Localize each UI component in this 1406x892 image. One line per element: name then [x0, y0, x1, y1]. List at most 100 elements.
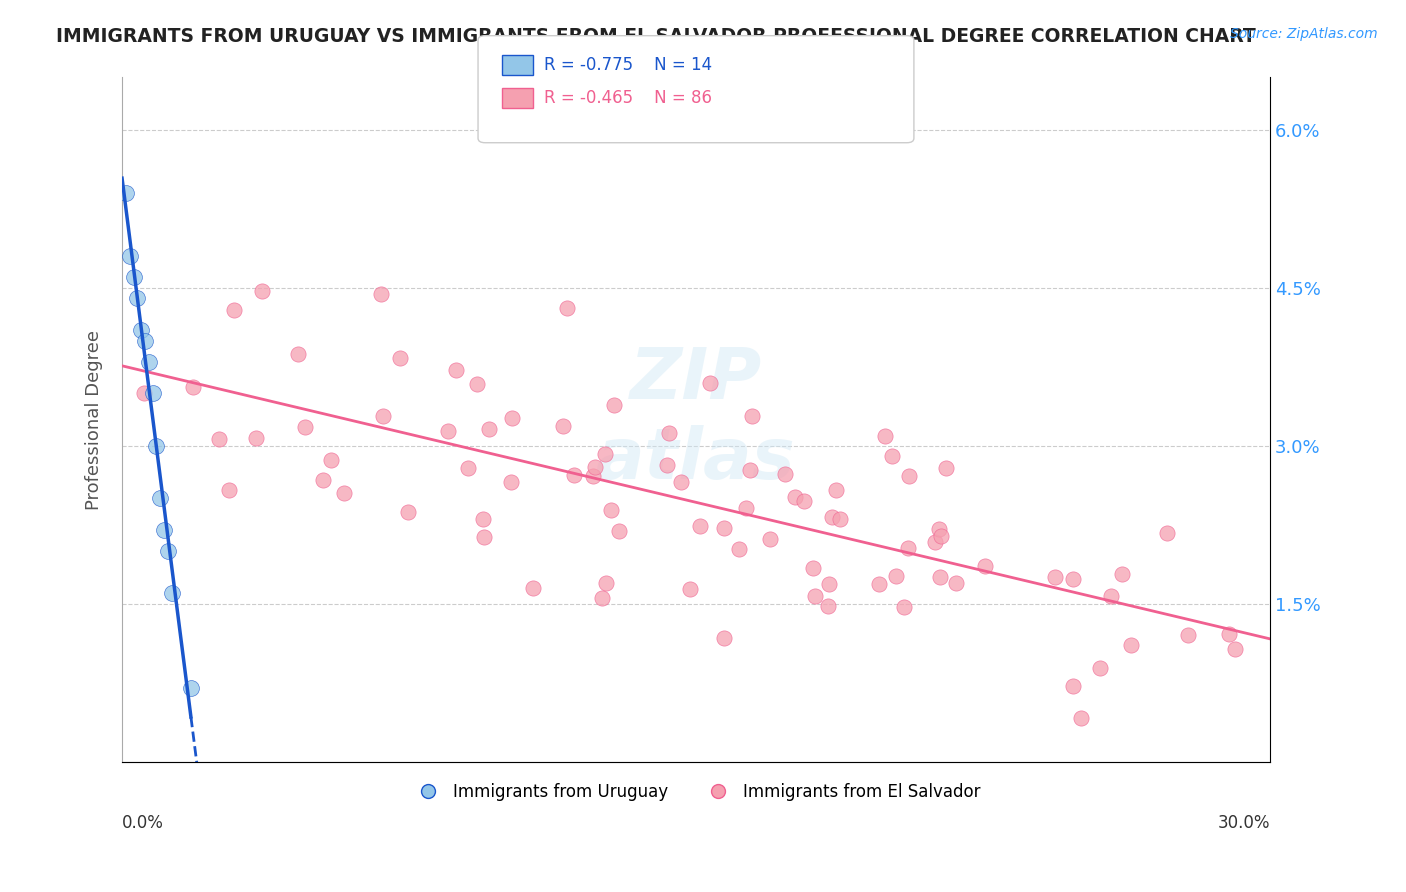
Point [655, 458, 678, 472]
Point [115, 186, 138, 201]
Point [501, 410, 523, 425]
Point [728, 542, 751, 557]
Point [893, 600, 915, 615]
Point [1090, 661, 1112, 675]
Point [142, 386, 165, 401]
Point [593, 447, 616, 461]
Y-axis label: Professional Degree: Professional Degree [86, 329, 103, 509]
Point [1062, 679, 1084, 693]
Point [713, 632, 735, 646]
Point [818, 577, 841, 591]
Point [553, 418, 575, 433]
Point [935, 461, 957, 475]
Point [122, 270, 145, 285]
Point [145, 439, 167, 453]
Point [882, 450, 904, 464]
Point [478, 421, 501, 435]
Point [1156, 526, 1178, 541]
Point [928, 570, 950, 584]
Point [250, 285, 273, 299]
Point [603, 398, 626, 412]
Text: IMMIGRANTS FROM URUGUAY VS IMMIGRANTS FROM EL SALVADOR PROFESSIONAL DEGREE CORRE: IMMIGRANTS FROM URUGUAY VS IMMIGRANTS FR… [56, 27, 1256, 45]
Point [897, 541, 920, 555]
Point [741, 409, 763, 423]
Point [824, 483, 846, 498]
Point [287, 347, 309, 361]
Point [1070, 711, 1092, 725]
Point [773, 467, 796, 482]
Point [1045, 569, 1067, 583]
Point [884, 568, 907, 582]
Point [793, 493, 815, 508]
Point [333, 486, 356, 500]
Text: Source: ZipAtlas.com: Source: ZipAtlas.com [1230, 27, 1378, 41]
Point [591, 591, 613, 605]
Point [118, 249, 141, 263]
Point [583, 460, 606, 475]
Point [1218, 627, 1240, 641]
Point [1119, 638, 1142, 652]
Point [658, 426, 681, 441]
Text: 0.0%: 0.0% [122, 814, 165, 832]
Point [371, 409, 394, 423]
Point [735, 501, 758, 516]
Point [868, 576, 890, 591]
Point [929, 528, 952, 542]
Point [134, 334, 156, 348]
Point [804, 589, 827, 603]
Point [522, 581, 544, 595]
Legend: Immigrants from Uruguay, Immigrants from El Salvador: Immigrants from Uruguay, Immigrants from… [405, 777, 987, 808]
Point [294, 419, 316, 434]
Point [599, 502, 621, 516]
Point [1111, 567, 1133, 582]
Point [132, 385, 155, 400]
Point [149, 491, 172, 506]
Point [501, 475, 523, 489]
Point [713, 521, 735, 535]
Point [679, 582, 702, 596]
Point [928, 522, 950, 536]
Text: ZIP
atlas: ZIP atlas [596, 345, 796, 494]
Point [457, 461, 479, 475]
Point [699, 376, 721, 391]
Point [245, 431, 267, 445]
Point [153, 523, 176, 537]
Point [160, 586, 183, 600]
Point [222, 302, 245, 317]
Point [924, 535, 946, 549]
Point [945, 576, 967, 591]
Point [783, 490, 806, 504]
Point [562, 467, 585, 482]
Point [396, 505, 419, 519]
Point [555, 301, 578, 315]
Point [129, 323, 152, 337]
Point [218, 483, 240, 497]
Point [671, 475, 693, 490]
Point [974, 559, 997, 574]
Point [312, 473, 335, 487]
Point [581, 469, 603, 483]
Point [828, 512, 851, 526]
Point [436, 424, 458, 438]
Point [370, 287, 392, 301]
Point [820, 510, 842, 524]
Point [1177, 627, 1199, 641]
Point [759, 532, 782, 546]
Point [180, 681, 202, 695]
Point [801, 561, 824, 575]
Point [127, 292, 149, 306]
Point [738, 463, 761, 477]
Point [156, 544, 179, 558]
Point [446, 363, 468, 377]
Point [1062, 572, 1084, 586]
Point [873, 429, 896, 443]
Point [1099, 589, 1122, 603]
Point [607, 524, 630, 538]
Point [595, 575, 617, 590]
Text: R = -0.775    N = 14: R = -0.775 N = 14 [544, 56, 713, 74]
Point [138, 354, 160, 368]
Point [388, 351, 411, 365]
Text: 30.0%: 30.0% [1218, 814, 1270, 832]
Point [208, 432, 231, 446]
Point [181, 380, 204, 394]
